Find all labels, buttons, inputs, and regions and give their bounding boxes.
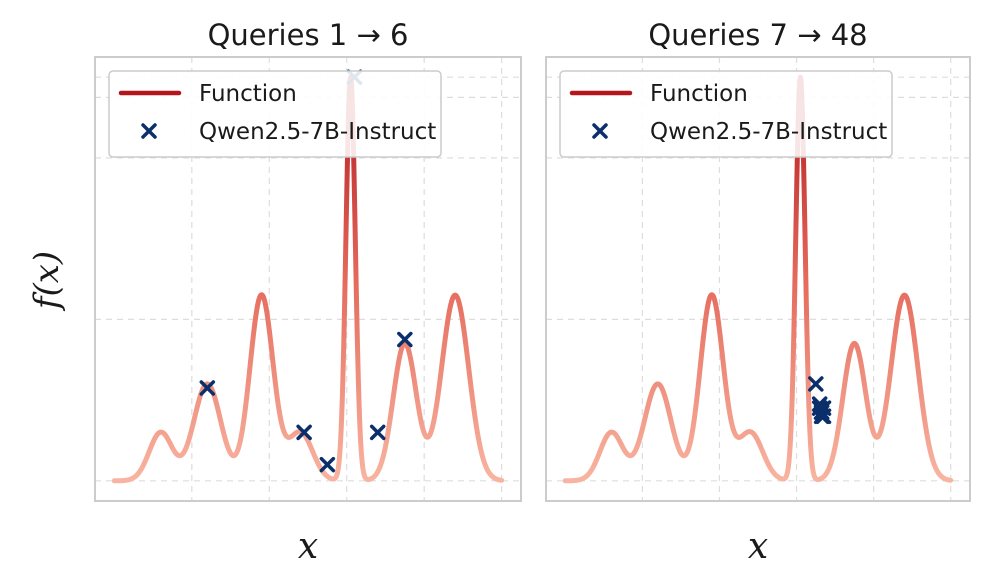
legend-label-function: Function [650, 81, 748, 107]
legend-label-model: Qwen2.5-7B-Instruct [650, 119, 887, 145]
legend-box [559, 70, 893, 158]
chart-panel-2: Function Qwen2.5-7B-Instruct Queries 7 → 4… [545, 18, 971, 567]
function-line [111, 74, 505, 484]
plot-frame [94, 56, 522, 502]
legend-box [108, 70, 442, 158]
query-marker [319, 456, 336, 473]
chart-title: Queries 7 → 48 [648, 18, 867, 52]
legend-marker-swatch [592, 123, 608, 139]
function-line [562, 74, 954, 484]
plot-frame [545, 56, 971, 502]
query-marker [199, 380, 216, 396]
legend-marker-swatch [141, 123, 157, 139]
x-axis-label: x [298, 526, 318, 567]
query-marker [808, 376, 824, 392]
legend: Function Qwen2.5-7B-Instruct [108, 70, 442, 158]
query-marker [397, 331, 413, 348]
chart-title: Queries 1 → 6 [208, 18, 409, 52]
x-axis-label: x [748, 526, 768, 567]
query-marker [811, 396, 828, 412]
chart-panel-1: Function Qwen2.5-7B-Instruct Queries 1 → 6… [94, 18, 522, 567]
legend-label-function: Function [199, 81, 297, 107]
y-axis-label: f(x) [27, 251, 67, 312]
query-marker [296, 424, 312, 441]
legend-label-model: Qwen2.5-7B-Instruct [199, 119, 436, 145]
query-marker [369, 424, 386, 441]
legend: Function Qwen2.5-7B-Instruct [559, 70, 893, 158]
